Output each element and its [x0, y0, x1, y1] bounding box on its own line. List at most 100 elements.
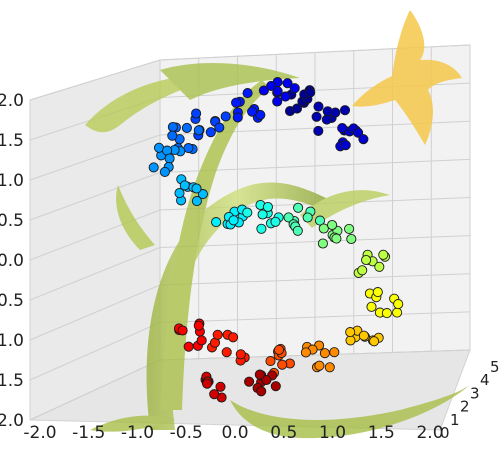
scatter-point — [346, 233, 357, 245]
scatter-point — [262, 201, 273, 213]
scatter-point — [317, 238, 328, 249]
z-tick-label: -0.5 — [0, 291, 24, 311]
z-tick-label: -2.0 — [0, 411, 24, 431]
scatter-point — [270, 216, 281, 227]
scatter-point — [272, 86, 283, 97]
scatter-point — [289, 83, 300, 94]
scatter-point — [313, 101, 324, 112]
x-tick-label: 1.5 — [368, 423, 395, 443]
scatter-point — [313, 125, 324, 136]
z-tick-label: 0.5 — [0, 211, 24, 231]
y-tick-label: 2 — [460, 398, 470, 416]
x-tick-label: 2.0 — [416, 423, 443, 443]
x-tick-label: 1.0 — [319, 423, 346, 443]
scatter-point — [369, 336, 380, 347]
x-tick-label: -0.5 — [170, 423, 203, 443]
scatter-point — [283, 212, 294, 223]
scatter-point — [282, 78, 293, 89]
scatter-point — [242, 207, 253, 218]
scatter-point — [196, 335, 207, 346]
scatter-point — [261, 374, 272, 386]
z-tick-label: 1.5 — [0, 131, 24, 151]
scatter-point — [340, 140, 351, 151]
y-tick-label: 0 — [440, 424, 450, 442]
scatter-point — [393, 299, 404, 310]
scatter-point — [191, 196, 202, 207]
scatter-point — [164, 153, 175, 164]
scatter-point — [302, 212, 313, 223]
scatter-point — [339, 105, 351, 116]
scatter-point — [293, 202, 304, 213]
flower-petals — [352, 10, 462, 145]
scatter-point — [235, 349, 246, 360]
scatter-point — [191, 108, 202, 119]
scatter-point — [272, 96, 283, 107]
scatter-point — [358, 134, 369, 145]
flower-decoration — [352, 10, 462, 145]
scatter-point — [337, 123, 348, 134]
scatter-point — [159, 166, 170, 177]
z-tick-label: -1.0 — [0, 331, 24, 351]
scatter-point — [345, 335, 356, 346]
scatter-point — [361, 254, 372, 266]
plant-leaf — [85, 74, 225, 133]
scatter-point — [167, 130, 178, 141]
scatter-point — [205, 127, 216, 138]
scatter-point — [321, 114, 332, 125]
scatter-point — [378, 249, 389, 260]
scatter-point — [212, 329, 223, 340]
scatter-point — [181, 122, 192, 133]
plant-leaf — [230, 385, 470, 439]
scatter-point — [174, 188, 185, 199]
z-tick-label: 0.0 — [0, 251, 24, 271]
scatter-point — [228, 332, 239, 343]
scatter-point — [231, 97, 242, 108]
scatter-point — [228, 215, 239, 226]
z-gridline — [29, 59, 161, 101]
scatter-point — [292, 225, 303, 236]
scatter-point — [242, 88, 253, 99]
scatter-point — [324, 362, 335, 373]
x-tick-label: -1.0 — [121, 423, 154, 443]
plant-leaf — [116, 185, 155, 250]
scatter-point — [221, 347, 232, 358]
scatter-point — [177, 325, 188, 336]
scatter-point — [214, 122, 225, 133]
x-tick-label: -2.0 — [23, 423, 56, 443]
y-tick-label: 3 — [470, 384, 480, 402]
z-tick-labels: 2.0 1.5 1.0 0.5 0.0 -0.5 -1.0 -1.5 -2.0 — [0, 91, 24, 431]
scatter-point — [220, 111, 231, 122]
scatter-point — [381, 308, 392, 319]
scatter-point — [327, 219, 338, 231]
z-gridline — [29, 172, 161, 221]
scatter-point — [318, 223, 329, 234]
plant-leaf — [160, 63, 300, 100]
scatter-point — [358, 330, 369, 341]
scatter-points — [148, 77, 404, 403]
scatter-point — [197, 189, 208, 200]
scatter-point — [193, 125, 204, 136]
scatter-point — [266, 80, 277, 91]
scatter-point — [357, 265, 368, 276]
scatter-point — [232, 112, 243, 123]
x-tick-labels: -2.0 -1.5 -1.0 -0.5 0.0 0.5 1.0 1.5 2.0 — [23, 423, 443, 443]
scatter-point — [366, 301, 377, 312]
x-tick-label: 0.5 — [270, 423, 297, 443]
x-tick-label: 0.0 — [221, 423, 248, 443]
scatter-point — [209, 389, 220, 400]
scatter-point — [193, 320, 204, 331]
scatter-point — [291, 103, 303, 114]
scatter-point — [345, 327, 356, 338]
scatter-point — [344, 223, 355, 234]
scatter-point — [280, 91, 291, 102]
scatter-point — [257, 209, 268, 220]
scatter-point — [270, 381, 281, 392]
scatter-point — [167, 121, 178, 133]
scatter-point — [191, 183, 202, 194]
scatter-point — [319, 348, 330, 359]
z-gridline — [29, 284, 161, 341]
scatter-point — [311, 111, 322, 122]
scatter-point — [300, 347, 311, 358]
